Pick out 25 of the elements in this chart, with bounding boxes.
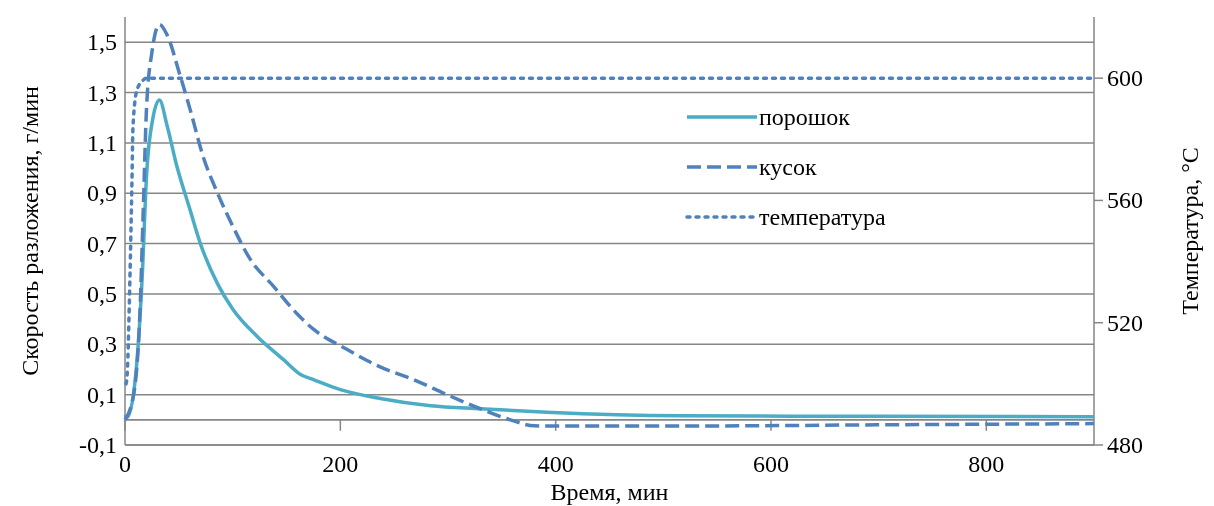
y-axis-title: Скорость разложения, г/мин <box>17 86 43 376</box>
y-tick-label: 0,9 <box>87 180 117 207</box>
y-tick-label: 1,5 <box>87 29 117 56</box>
y2-tick-label: 560 <box>1107 187 1143 214</box>
legend-label: температура <box>759 204 887 230</box>
line-series <box>123 22 1096 428</box>
y2-tick-label: 520 <box>1107 309 1143 336</box>
y-tick-label: 0,1 <box>87 381 117 408</box>
y-tick-label: 1,3 <box>87 79 117 106</box>
x-axis-title: Время, мин <box>550 479 669 505</box>
y-tick-label: 0,7 <box>87 230 117 257</box>
x-tick-label: 800 <box>968 451 1005 477</box>
y-tick-label: 1,1 <box>87 129 117 156</box>
y-tick-label: -0,1 <box>79 432 117 458</box>
legend-label: кусок <box>759 154 817 180</box>
x-tick-label: 600 <box>753 451 789 477</box>
legend-label: порошок <box>759 104 851 130</box>
x-tick-label: 200 <box>322 451 359 477</box>
y2-tick-label: 600 <box>1107 65 1143 92</box>
y-tick-label: 0,5 <box>87 280 117 307</box>
y2-tick-label: 480 <box>1107 432 1143 458</box>
y2-axis-title: Температура, °C <box>1177 147 1203 315</box>
x-tick-label: 400 <box>537 451 574 477</box>
y-tick-label: 0,3 <box>87 331 117 358</box>
x-tick-label: 0 <box>119 451 131 477</box>
